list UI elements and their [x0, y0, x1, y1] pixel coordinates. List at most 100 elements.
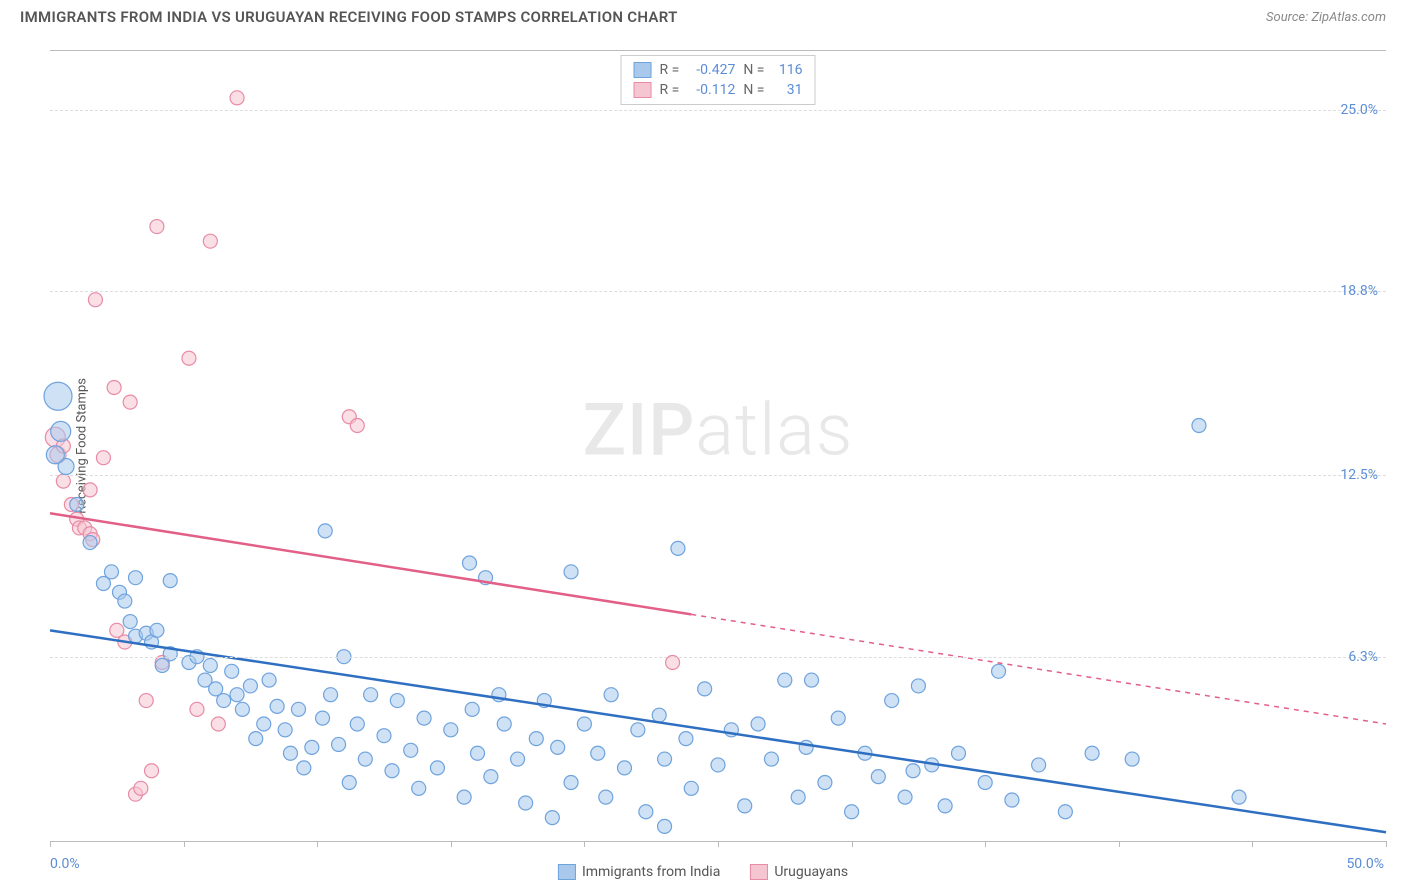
x-tick — [718, 841, 719, 847]
source-attribution: Source: ZipAtlas.com — [1266, 10, 1386, 25]
data-point — [235, 702, 249, 716]
data-point — [791, 790, 805, 804]
n-label: N = — [743, 82, 764, 98]
data-point — [342, 775, 356, 789]
data-point — [230, 688, 244, 702]
data-point — [83, 483, 97, 497]
data-point — [951, 746, 965, 760]
data-point — [283, 746, 297, 760]
data-point — [163, 574, 177, 588]
x-tick — [584, 841, 585, 847]
data-point — [711, 758, 725, 772]
data-point — [465, 702, 479, 716]
data-point — [818, 775, 832, 789]
data-point — [270, 699, 284, 713]
data-point — [564, 565, 578, 579]
data-point — [203, 234, 217, 248]
data-point — [577, 717, 591, 731]
data-point — [698, 682, 712, 696]
data-point — [44, 382, 72, 410]
data-point — [364, 688, 378, 702]
data-point — [249, 732, 263, 746]
correlation-row-uruguay: R = -0.112 N = 31 — [634, 80, 803, 100]
data-point — [652, 708, 666, 722]
data-point — [738, 799, 752, 813]
data-point — [83, 536, 97, 550]
legend-label-india: Immigrants from India — [582, 864, 720, 880]
legend-label-uruguay: Uruguayans — [774, 864, 848, 880]
data-point — [511, 752, 525, 766]
data-point — [1058, 805, 1072, 819]
data-point — [123, 615, 137, 629]
data-point — [150, 220, 164, 234]
data-point — [390, 694, 404, 708]
data-point — [1005, 793, 1019, 807]
data-point — [564, 775, 578, 789]
trend-line — [50, 630, 1386, 832]
n-value-india: 116 — [772, 62, 802, 78]
data-point — [134, 781, 148, 795]
data-point — [1125, 752, 1139, 766]
data-point — [243, 679, 257, 693]
data-point — [992, 664, 1006, 678]
data-point — [658, 752, 672, 766]
scatter-svg — [50, 51, 1386, 841]
r-label: R = — [660, 82, 680, 98]
data-point — [332, 737, 346, 751]
trend-line — [50, 513, 691, 614]
data-point — [805, 673, 819, 687]
data-point — [639, 805, 653, 819]
data-point — [545, 811, 559, 825]
data-point — [599, 790, 613, 804]
data-point — [350, 717, 364, 731]
data-point — [145, 764, 159, 778]
y-tick-label: 6.3% — [1348, 649, 1378, 665]
data-point — [262, 673, 276, 687]
x-axis-max-label: 50.0% — [1346, 856, 1384, 872]
series-legend: Immigrants from India Uruguayans — [558, 864, 848, 880]
y-tick-label: 12.5% — [1340, 467, 1378, 483]
data-point — [684, 781, 698, 795]
x-tick — [50, 841, 51, 847]
x-tick — [1119, 841, 1120, 847]
data-point — [1192, 419, 1206, 433]
data-point — [358, 752, 372, 766]
data-point — [617, 761, 631, 775]
swatch-india — [558, 864, 576, 880]
legend-item-uruguay: Uruguayans — [750, 864, 848, 880]
data-point — [551, 740, 565, 754]
swatch-uruguay — [634, 82, 652, 98]
data-point — [51, 421, 71, 441]
data-point — [412, 781, 426, 795]
data-point — [978, 775, 992, 789]
x-tick — [317, 841, 318, 847]
y-tick-label: 25.0% — [1340, 102, 1378, 118]
x-tick — [985, 841, 986, 847]
data-point — [417, 711, 431, 725]
data-point — [123, 395, 137, 409]
data-point — [831, 711, 845, 725]
data-point — [225, 664, 239, 678]
data-point — [679, 732, 693, 746]
data-point — [217, 694, 231, 708]
data-point — [377, 729, 391, 743]
data-point — [203, 658, 217, 672]
source-name: ZipAtlas.com — [1311, 10, 1386, 25]
data-point — [385, 764, 399, 778]
x-tick — [451, 841, 452, 847]
data-point — [297, 761, 311, 775]
data-point — [778, 673, 792, 687]
data-point — [350, 419, 364, 433]
data-point — [471, 746, 485, 760]
data-point — [104, 565, 118, 579]
data-point — [1085, 746, 1099, 760]
r-value-uruguay: -0.112 — [687, 82, 735, 98]
swatch-uruguay — [750, 864, 768, 880]
data-point — [497, 717, 511, 731]
data-point — [529, 732, 543, 746]
data-point — [404, 743, 418, 757]
x-tick — [1386, 841, 1387, 847]
gridline — [50, 110, 1386, 111]
data-point — [938, 799, 952, 813]
data-point — [46, 446, 64, 464]
